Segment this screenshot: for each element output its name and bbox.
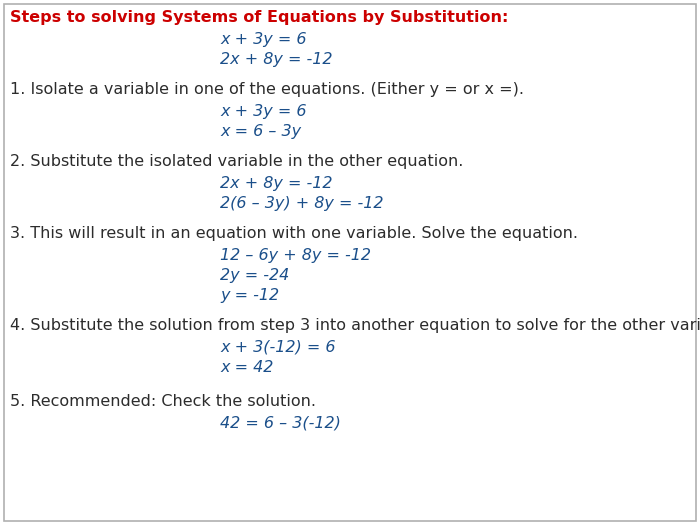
- Text: 2x + 8y = -12: 2x + 8y = -12: [220, 176, 332, 191]
- Text: 3. This will result in an equation with one variable. Solve the equation.: 3. This will result in an equation with …: [10, 226, 578, 241]
- Text: 5. Recommended: Check the solution.: 5. Recommended: Check the solution.: [10, 394, 316, 409]
- Text: x + 3y = 6: x + 3y = 6: [220, 104, 307, 119]
- Text: 2x + 8y = -12: 2x + 8y = -12: [220, 52, 332, 67]
- Text: 2. Substitute the isolated variable in the other equation.: 2. Substitute the isolated variable in t…: [10, 154, 463, 169]
- Text: x + 3y = 6: x + 3y = 6: [220, 32, 307, 47]
- Text: y = -12: y = -12: [220, 288, 279, 303]
- Text: Steps to solving Systems of Equations by Substitution:: Steps to solving Systems of Equations by…: [10, 10, 508, 25]
- Text: 2y = -24: 2y = -24: [220, 268, 289, 283]
- Text: 12 – 6y + 8y = -12: 12 – 6y + 8y = -12: [220, 248, 371, 263]
- Text: 42 = 6 – 3(-12): 42 = 6 – 3(-12): [220, 416, 341, 431]
- Text: x = 6 – 3y: x = 6 – 3y: [220, 124, 301, 139]
- Text: 4. Substitute the solution from step 3 into another equation to solve for the ot: 4. Substitute the solution from step 3 i…: [10, 318, 700, 333]
- Text: x + 3(-12) = 6: x + 3(-12) = 6: [220, 340, 335, 355]
- Text: 2(6 – 3y) + 8y = -12: 2(6 – 3y) + 8y = -12: [220, 196, 384, 211]
- Text: 1. Isolate a variable in one of the equations. (Either y = or x =).: 1. Isolate a variable in one of the equa…: [10, 82, 524, 97]
- Text: x = 42: x = 42: [220, 360, 274, 375]
